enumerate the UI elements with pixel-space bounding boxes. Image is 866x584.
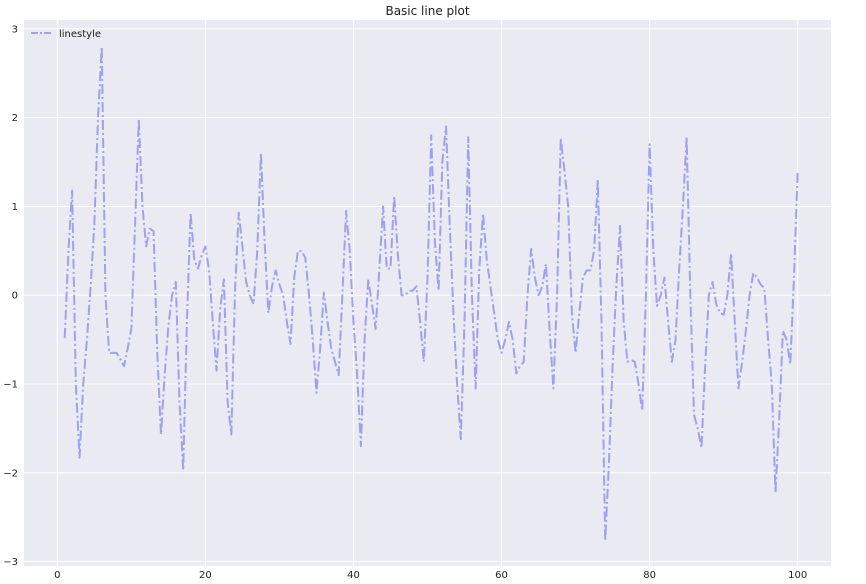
series-layer <box>63 45 799 543</box>
legend-label: linestyle <box>59 29 101 40</box>
chart-title: Basic line plot <box>385 4 469 18</box>
y-tick-label: 0 <box>12 291 18 302</box>
series-line-linestyle <box>63 45 799 543</box>
y-tick-label: 2 <box>12 113 18 124</box>
x-tick-label: 40 <box>347 570 360 581</box>
x-tick-label: 80 <box>643 570 656 581</box>
y-tick-label: −3 <box>3 557 18 568</box>
x-tick-label: 100 <box>788 570 807 581</box>
legend: linestyle <box>31 29 101 40</box>
x-tick-label: 60 <box>495 570 508 581</box>
y-tick-label: −1 <box>3 380 18 391</box>
y-tick-label: 3 <box>12 24 18 35</box>
tick-labels: 0 20 40 60 80 100 −3 −2 −1 0 1 2 3 <box>3 24 807 581</box>
x-tick-label: 0 <box>54 570 60 581</box>
y-tick-label: −2 <box>3 468 18 479</box>
x-tick-label: 20 <box>199 570 212 581</box>
y-tick-label: 1 <box>12 202 18 213</box>
